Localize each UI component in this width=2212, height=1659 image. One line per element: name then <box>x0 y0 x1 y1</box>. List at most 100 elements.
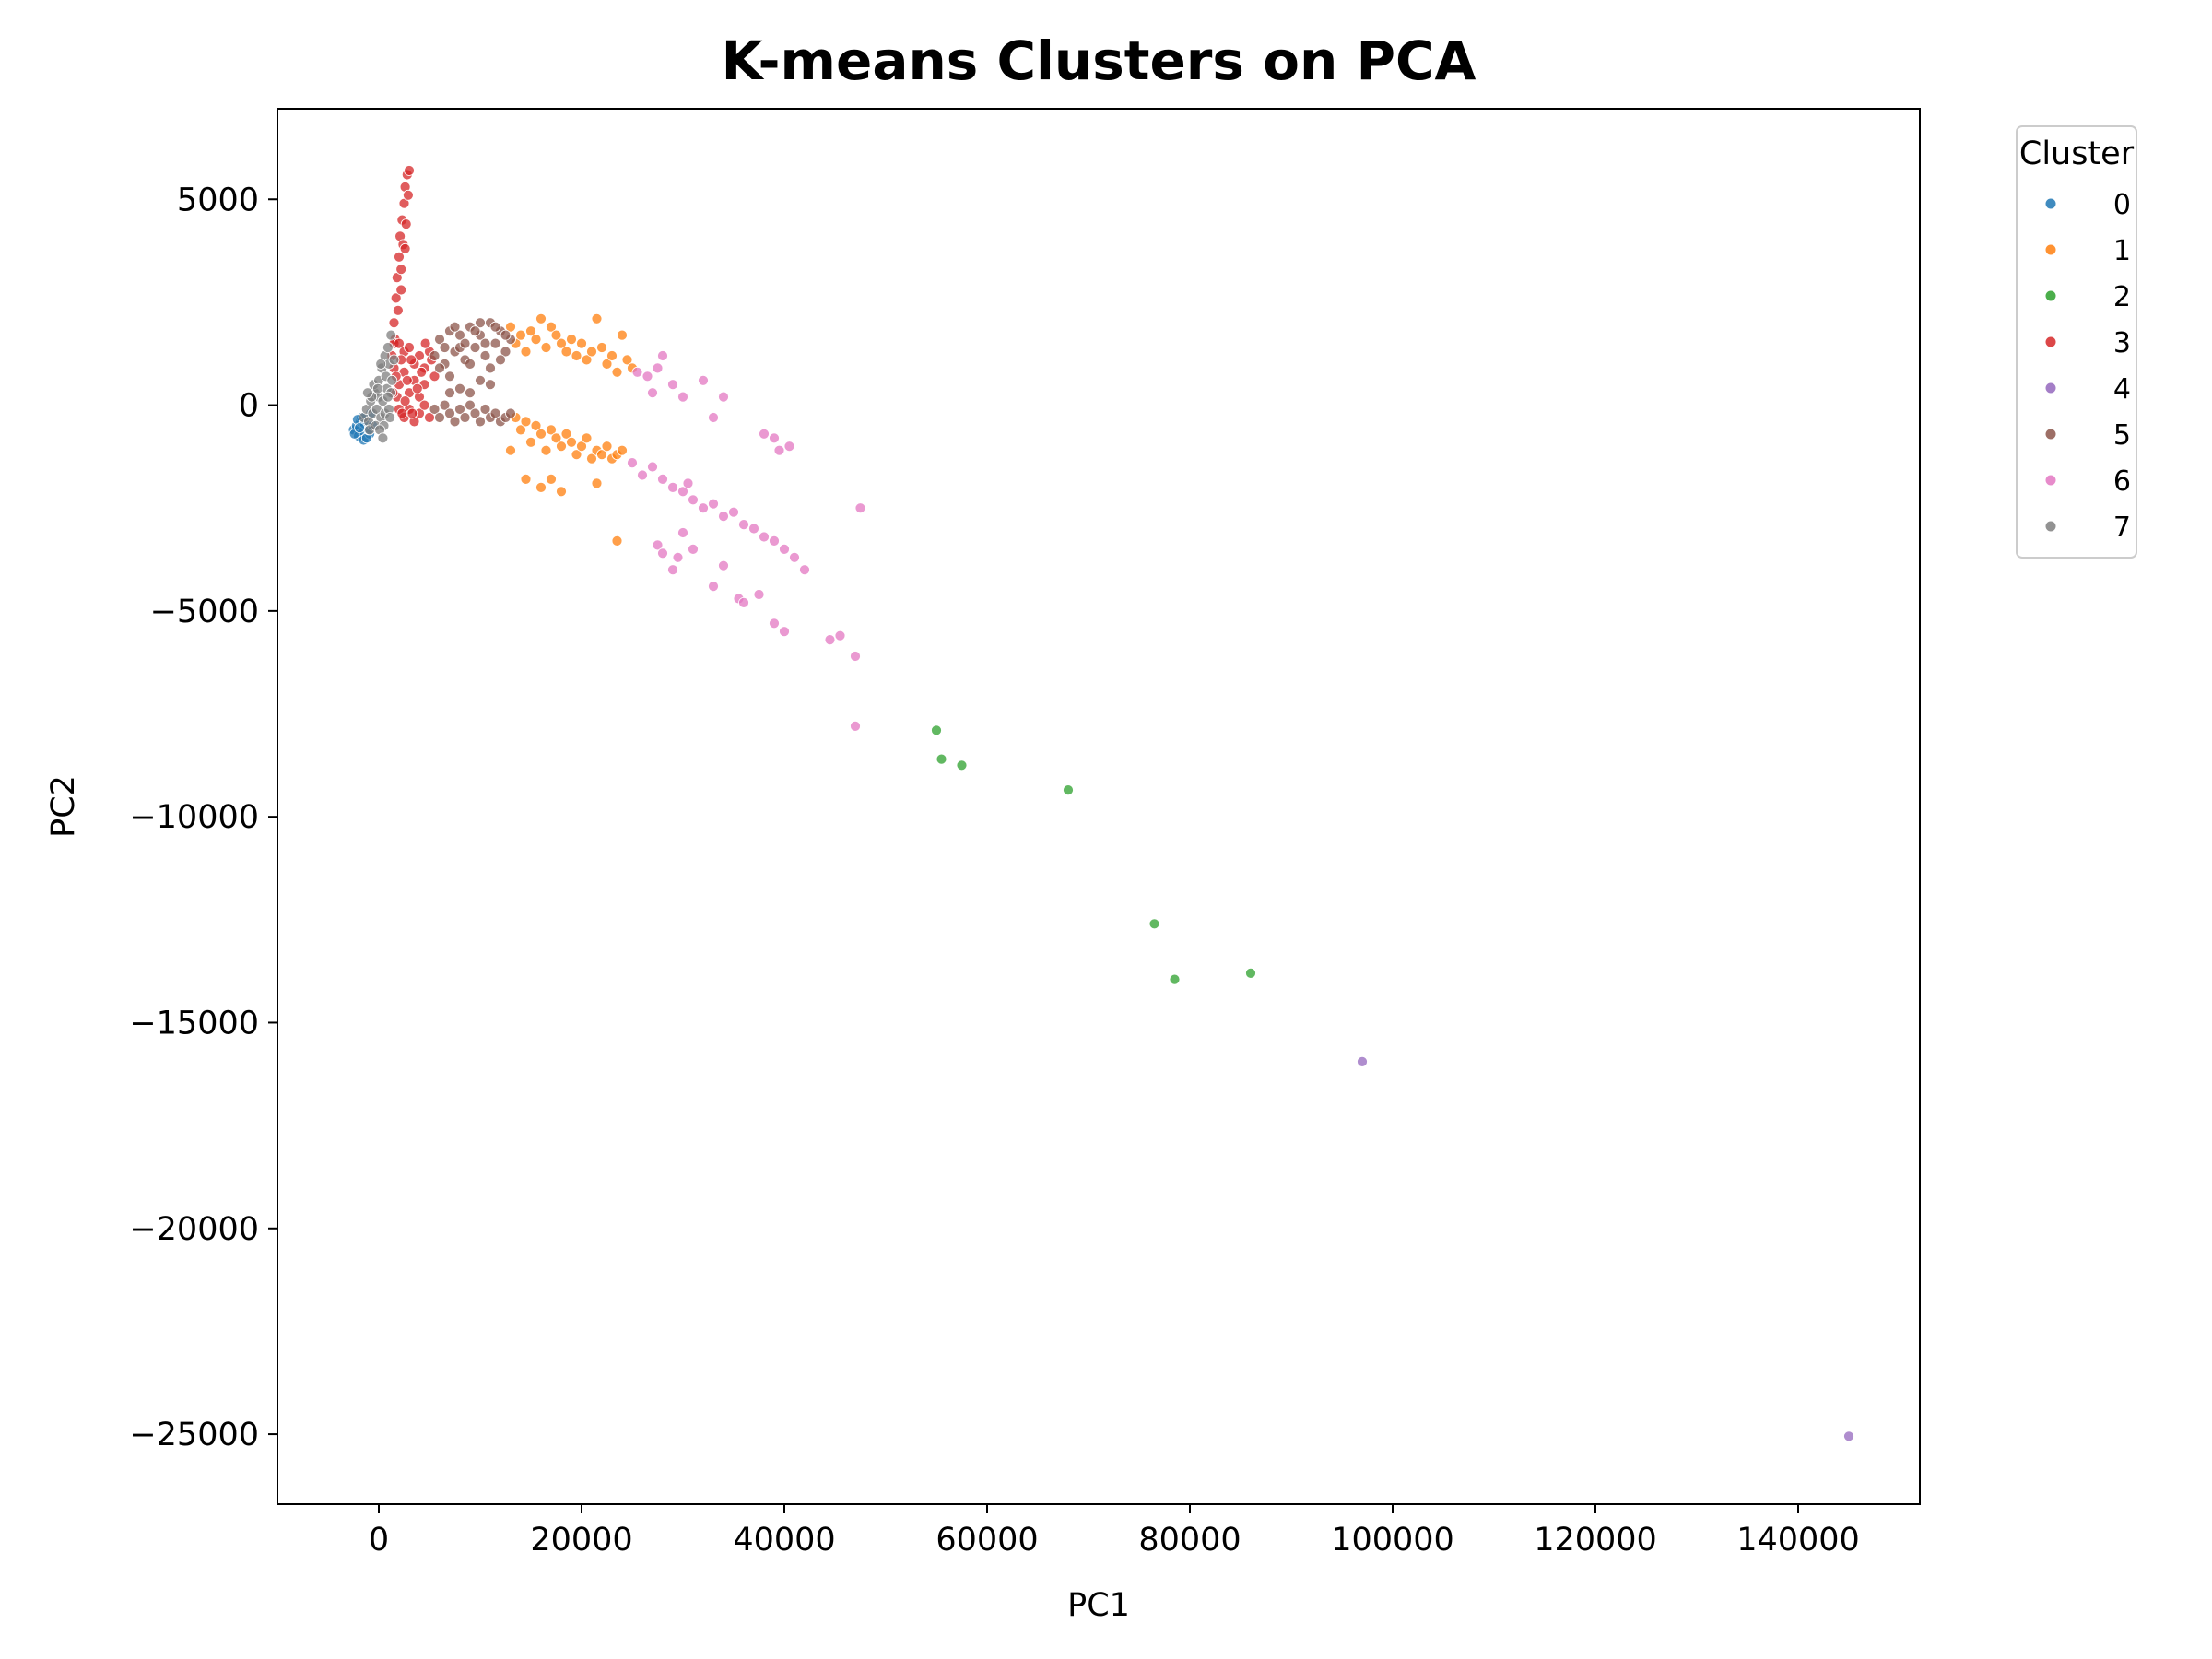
y-axis-label: PC2 <box>45 775 82 838</box>
data-point <box>401 374 413 386</box>
y-tick-label: −15000 <box>129 1005 259 1041</box>
data-point <box>682 477 694 489</box>
data-point <box>769 432 780 444</box>
data-point <box>535 482 547 493</box>
data-point <box>540 444 552 456</box>
x-tick-label: 20000 <box>530 1522 632 1559</box>
data-point <box>591 477 603 489</box>
data-point <box>479 337 491 349</box>
data-point <box>404 165 415 176</box>
data-point <box>546 321 557 333</box>
data-point <box>406 354 418 366</box>
legend-marker <box>2045 521 2056 532</box>
data-point <box>652 539 664 551</box>
data-point <box>596 342 607 353</box>
data-point <box>688 494 699 506</box>
data-point <box>728 506 739 518</box>
data-point <box>386 374 398 386</box>
data-point <box>377 432 389 444</box>
data-point <box>399 242 411 254</box>
data-point <box>576 441 587 453</box>
data-point <box>571 350 582 361</box>
data-point <box>525 325 536 337</box>
data-point <box>586 453 597 465</box>
data-point <box>395 284 407 296</box>
data-point <box>698 374 709 386</box>
data-point <box>396 407 408 419</box>
data-point <box>489 321 501 333</box>
data-point <box>931 724 942 736</box>
data-point <box>586 346 597 358</box>
data-point <box>824 634 836 645</box>
data-point <box>520 474 532 485</box>
data-point <box>454 404 465 415</box>
data-point <box>485 379 496 391</box>
data-point <box>449 416 461 428</box>
data-point <box>505 321 516 333</box>
x-axis: 0 20000 40000 60000 80000 100000 120000 140000 <box>369 1504 1860 1559</box>
x-tick-label: 140000 <box>1736 1522 1860 1559</box>
data-point <box>718 391 729 403</box>
data-point <box>418 399 430 411</box>
data-point <box>388 317 400 329</box>
data-point <box>394 251 405 263</box>
data-point <box>667 379 678 391</box>
chart-title: K-means Clusters on PCA <box>722 29 1477 92</box>
data-point <box>535 428 547 440</box>
data-point <box>371 382 383 394</box>
data-point <box>647 387 658 399</box>
data-point <box>769 618 780 629</box>
data-point <box>439 342 451 353</box>
data-point <box>759 531 770 543</box>
data-point <box>434 334 445 346</box>
data-point <box>354 422 366 434</box>
data-point <box>454 382 465 394</box>
data-point <box>779 544 790 555</box>
data-point <box>708 412 719 423</box>
data-point <box>515 329 526 341</box>
scatter-points <box>347 165 1854 1442</box>
x-tick-label: 80000 <box>1138 1522 1241 1559</box>
plot-frame <box>276 108 1921 1505</box>
data-point <box>627 457 638 469</box>
data-point <box>571 449 582 461</box>
series-cluster-7 <box>358 329 400 444</box>
data-point <box>449 321 461 333</box>
data-point <box>546 474 557 485</box>
data-point <box>748 523 759 535</box>
legend-entry-label: 0 <box>2113 189 2131 221</box>
data-point <box>454 329 465 341</box>
data-point <box>530 419 542 431</box>
legend-marker <box>2045 429 2056 440</box>
data-point <box>935 753 947 765</box>
data-point <box>404 342 415 353</box>
series-cluster-2 <box>931 724 1256 985</box>
data-point <box>394 337 405 349</box>
legend-marker <box>2045 382 2056 394</box>
data-point <box>753 589 765 600</box>
data-point <box>402 189 414 201</box>
data-point <box>390 292 402 304</box>
data-point <box>556 441 567 453</box>
data-point <box>400 218 412 230</box>
data-point <box>416 366 428 378</box>
data-point <box>677 391 688 403</box>
data-point <box>677 486 688 498</box>
data-point <box>677 527 688 538</box>
data-point <box>411 382 423 394</box>
data-point <box>657 474 668 485</box>
legend-marker <box>2045 336 2056 347</box>
data-point <box>419 337 431 349</box>
data-point <box>465 358 476 370</box>
data-point <box>773 444 785 456</box>
data-point <box>641 371 653 382</box>
data-point <box>550 329 562 341</box>
data-point <box>759 428 770 440</box>
data-point <box>667 482 678 493</box>
x-tick-label: 100000 <box>1331 1522 1454 1559</box>
data-point <box>479 350 491 361</box>
legend-marker <box>2045 244 2056 255</box>
data-point <box>459 412 471 423</box>
data-point <box>540 342 552 353</box>
data-point <box>388 354 400 366</box>
